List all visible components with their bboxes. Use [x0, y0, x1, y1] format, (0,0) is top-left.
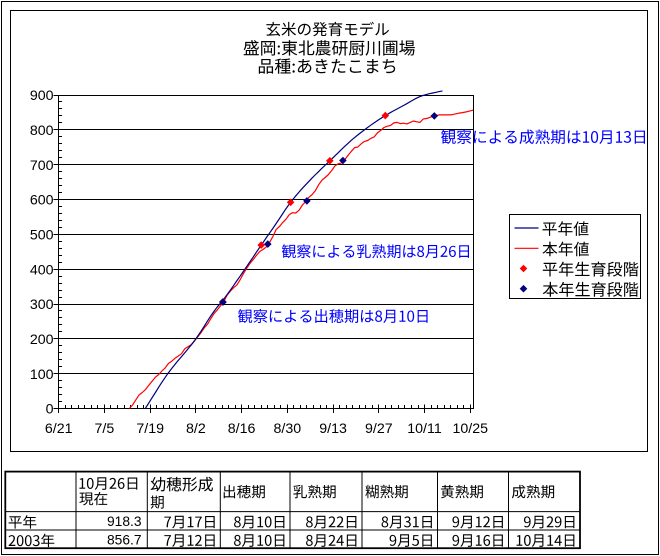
svg-text:600: 600: [30, 193, 54, 209]
svg-text:400: 400: [30, 262, 54, 278]
svg-text:9/13: 9/13: [319, 421, 347, 437]
svg-text:100: 100: [30, 367, 54, 383]
svg-text:9/27: 9/27: [365, 421, 393, 437]
svg-text:800: 800: [30, 123, 54, 139]
svg-text:10/25: 10/25: [453, 421, 489, 437]
svg-text:500: 500: [30, 227, 54, 243]
svg-text:856.7: 856.7: [107, 533, 142, 548]
svg-text:7/5: 7/5: [95, 421, 115, 437]
svg-text:8/16: 8/16: [228, 421, 256, 437]
svg-text:8/2: 8/2: [186, 421, 206, 437]
svg-text:7/19: 7/19: [136, 421, 164, 437]
svg-text:700: 700: [30, 158, 54, 174]
svg-text:918.3: 918.3: [107, 514, 142, 529]
svg-text:0: 0: [46, 402, 54, 418]
svg-text:200: 200: [30, 332, 54, 348]
svg-text:8/30: 8/30: [273, 421, 301, 437]
svg-text:6/21: 6/21: [45, 421, 73, 437]
svg-text:300: 300: [30, 297, 54, 313]
svg-text:900: 900: [30, 88, 54, 104]
svg-text:10/11: 10/11: [407, 421, 442, 437]
